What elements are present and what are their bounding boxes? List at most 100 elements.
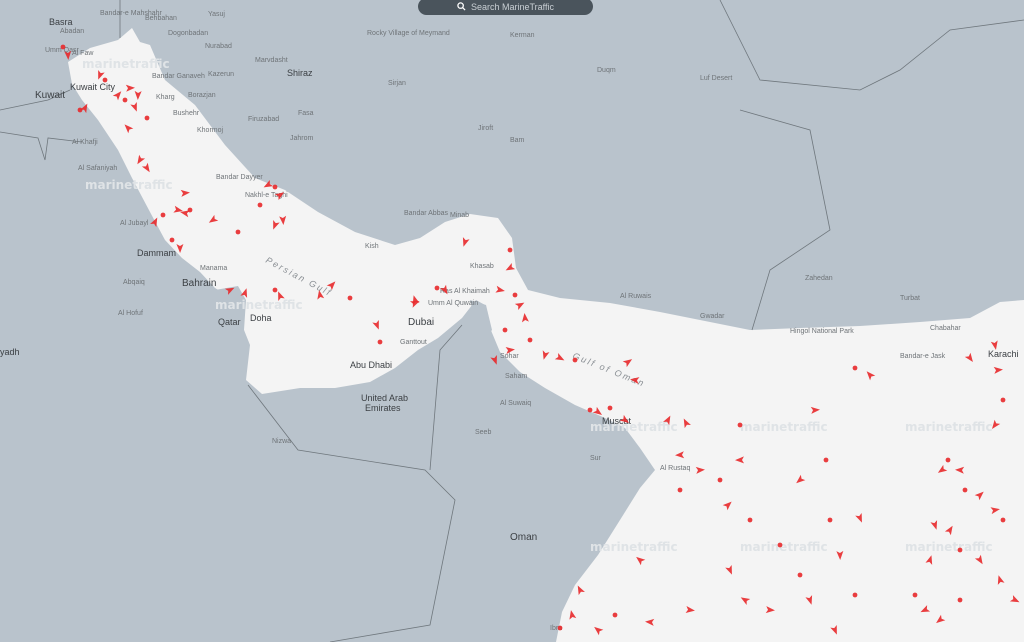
vessel-arrow-icon[interactable] xyxy=(1009,595,1021,605)
vessel-arrow-icon[interactable] xyxy=(568,609,577,620)
vessel-arrow-icon[interactable] xyxy=(695,466,706,474)
vessel-stationary-marker[interactable] xyxy=(747,517,753,523)
vessel-stationary-marker[interactable] xyxy=(717,477,723,483)
vessel-arrow-icon[interactable] xyxy=(830,624,840,636)
vessel-arrow-icon[interactable] xyxy=(460,237,470,248)
vessel-arrow-icon[interactable] xyxy=(125,84,135,92)
vessel-stationary-marker[interactable] xyxy=(257,202,263,208)
vessel-arrow-icon[interactable] xyxy=(505,346,516,354)
vessel-arrow-icon[interactable] xyxy=(855,512,865,524)
vessel-stationary-marker[interactable] xyxy=(169,237,175,243)
vessel-stationary-marker[interactable] xyxy=(852,365,858,371)
vessel-arrow-icon[interactable] xyxy=(919,605,931,615)
vessel-stationary-marker[interactable] xyxy=(1000,397,1006,403)
vessel-arrow-icon[interactable] xyxy=(675,451,685,459)
vessel-stationary-marker[interactable] xyxy=(957,547,963,553)
vessel-arrow-icon[interactable] xyxy=(993,366,1004,374)
vessel-arrow-icon[interactable] xyxy=(95,70,105,81)
vessel-arrow-icon[interactable] xyxy=(122,122,134,134)
vessel-arrow-icon[interactable] xyxy=(592,406,604,418)
vessel-arrow-icon[interactable] xyxy=(80,102,90,114)
vessel-arrow-icon[interactable] xyxy=(989,419,1001,431)
vessel-layer[interactable] xyxy=(60,44,1021,636)
vessel-stationary-marker[interactable] xyxy=(777,542,783,548)
vessel-arrow-icon[interactable] xyxy=(316,289,325,300)
vessel-arrow-icon[interactable] xyxy=(64,50,72,60)
vessel-arrow-icon[interactable] xyxy=(540,350,550,361)
vessel-stationary-marker[interactable] xyxy=(347,295,353,301)
vessel-arrow-icon[interactable] xyxy=(592,624,604,636)
vessel-arrow-icon[interactable] xyxy=(409,298,421,308)
vessel-stationary-marker[interactable] xyxy=(677,487,683,493)
vessel-stationary-marker[interactable] xyxy=(144,115,150,121)
vessel-arrow-icon[interactable] xyxy=(794,474,806,486)
vessel-arrow-icon[interactable] xyxy=(372,320,382,331)
vessel-arrow-icon[interactable] xyxy=(622,356,634,368)
vessel-stationary-marker[interactable] xyxy=(272,287,278,293)
vessel-arrow-icon[interactable] xyxy=(864,369,876,381)
vessel-arrow-icon[interactable] xyxy=(685,606,696,614)
vessel-stationary-marker[interactable] xyxy=(527,337,533,343)
vessel-arrow-icon[interactable] xyxy=(805,595,814,606)
vessel-arrow-icon[interactable] xyxy=(990,340,1000,350)
vessel-arrow-icon[interactable] xyxy=(630,376,640,385)
vessel-arrow-icon[interactable] xyxy=(150,216,160,228)
vessel-arrow-icon[interactable] xyxy=(274,189,286,201)
vessel-stationary-marker[interactable] xyxy=(557,625,563,631)
vessel-arrow-icon[interactable] xyxy=(514,300,526,311)
vessel-arrow-icon[interactable] xyxy=(974,554,986,566)
vessel-stationary-marker[interactable] xyxy=(572,357,578,363)
vessel-stationary-marker[interactable] xyxy=(737,422,743,428)
vessel-arrow-icon[interactable] xyxy=(995,574,1005,585)
vessel-stationary-marker[interactable] xyxy=(122,97,128,103)
vessel-arrow-icon[interactable] xyxy=(176,243,184,253)
vessel-arrow-icon[interactable] xyxy=(810,406,821,414)
vessel-arrow-icon[interactable] xyxy=(944,524,956,536)
vessel-arrow-icon[interactable] xyxy=(134,90,142,100)
vessel-arrow-icon[interactable] xyxy=(554,353,566,363)
search-bar[interactable]: Search MarineTraffic xyxy=(418,0,593,15)
vessel-arrow-icon[interactable] xyxy=(765,606,776,614)
vessel-stationary-marker[interactable] xyxy=(272,184,278,190)
vessel-arrow-icon[interactable] xyxy=(974,489,986,501)
vessel-arrow-icon[interactable] xyxy=(722,499,734,511)
vessel-stationary-marker[interactable] xyxy=(102,77,108,83)
vessel-stationary-marker[interactable] xyxy=(607,405,613,411)
vessel-arrow-icon[interactable] xyxy=(934,614,946,626)
vessel-stationary-marker[interactable] xyxy=(160,212,166,218)
vessel-stationary-marker[interactable] xyxy=(377,339,383,345)
vessel-stationary-marker[interactable] xyxy=(587,407,593,413)
vessel-arrow-icon[interactable] xyxy=(490,355,500,366)
vessel-arrow-icon[interactable] xyxy=(112,89,124,101)
vessel-stationary-marker[interactable] xyxy=(827,517,833,523)
vessel-arrow-icon[interactable] xyxy=(224,285,236,295)
vessel-arrow-icon[interactable] xyxy=(326,279,338,291)
vessel-arrow-icon[interactable] xyxy=(207,214,219,226)
vessel-arrow-icon[interactable] xyxy=(663,414,673,426)
vessel-arrow-icon[interactable] xyxy=(645,618,655,626)
vessel-arrow-icon[interactable] xyxy=(925,554,934,565)
vessel-arrow-icon[interactable] xyxy=(262,179,274,190)
vessel-arrow-icon[interactable] xyxy=(275,290,285,302)
vessel-arrow-icon[interactable] xyxy=(836,550,844,560)
vessel-stationary-marker[interactable] xyxy=(1000,517,1006,523)
vessel-arrow-icon[interactable] xyxy=(173,205,183,215)
vessel-stationary-marker[interactable] xyxy=(187,207,193,213)
vessel-stationary-marker[interactable] xyxy=(502,327,508,333)
vessel-arrow-icon[interactable] xyxy=(279,215,287,226)
vessel-arrow-icon[interactable] xyxy=(141,162,153,174)
vessel-arrow-icon[interactable] xyxy=(955,466,965,474)
vessel-stationary-marker[interactable] xyxy=(957,597,963,603)
vessel-stationary-marker[interactable] xyxy=(797,572,803,578)
vessel-stationary-marker[interactable] xyxy=(612,612,618,618)
vessel-stationary-marker[interactable] xyxy=(945,457,951,463)
vessel-arrow-icon[interactable] xyxy=(634,554,646,566)
vessel-arrow-icon[interactable] xyxy=(130,102,140,113)
vessel-arrow-icon[interactable] xyxy=(964,352,976,364)
vessel-arrow-icon[interactable] xyxy=(681,417,691,429)
vessel-arrow-icon[interactable] xyxy=(930,520,939,531)
vessel-stationary-marker[interactable] xyxy=(77,107,83,113)
vessel-arrow-icon[interactable] xyxy=(495,285,505,295)
vessel-arrow-icon[interactable] xyxy=(725,564,735,576)
